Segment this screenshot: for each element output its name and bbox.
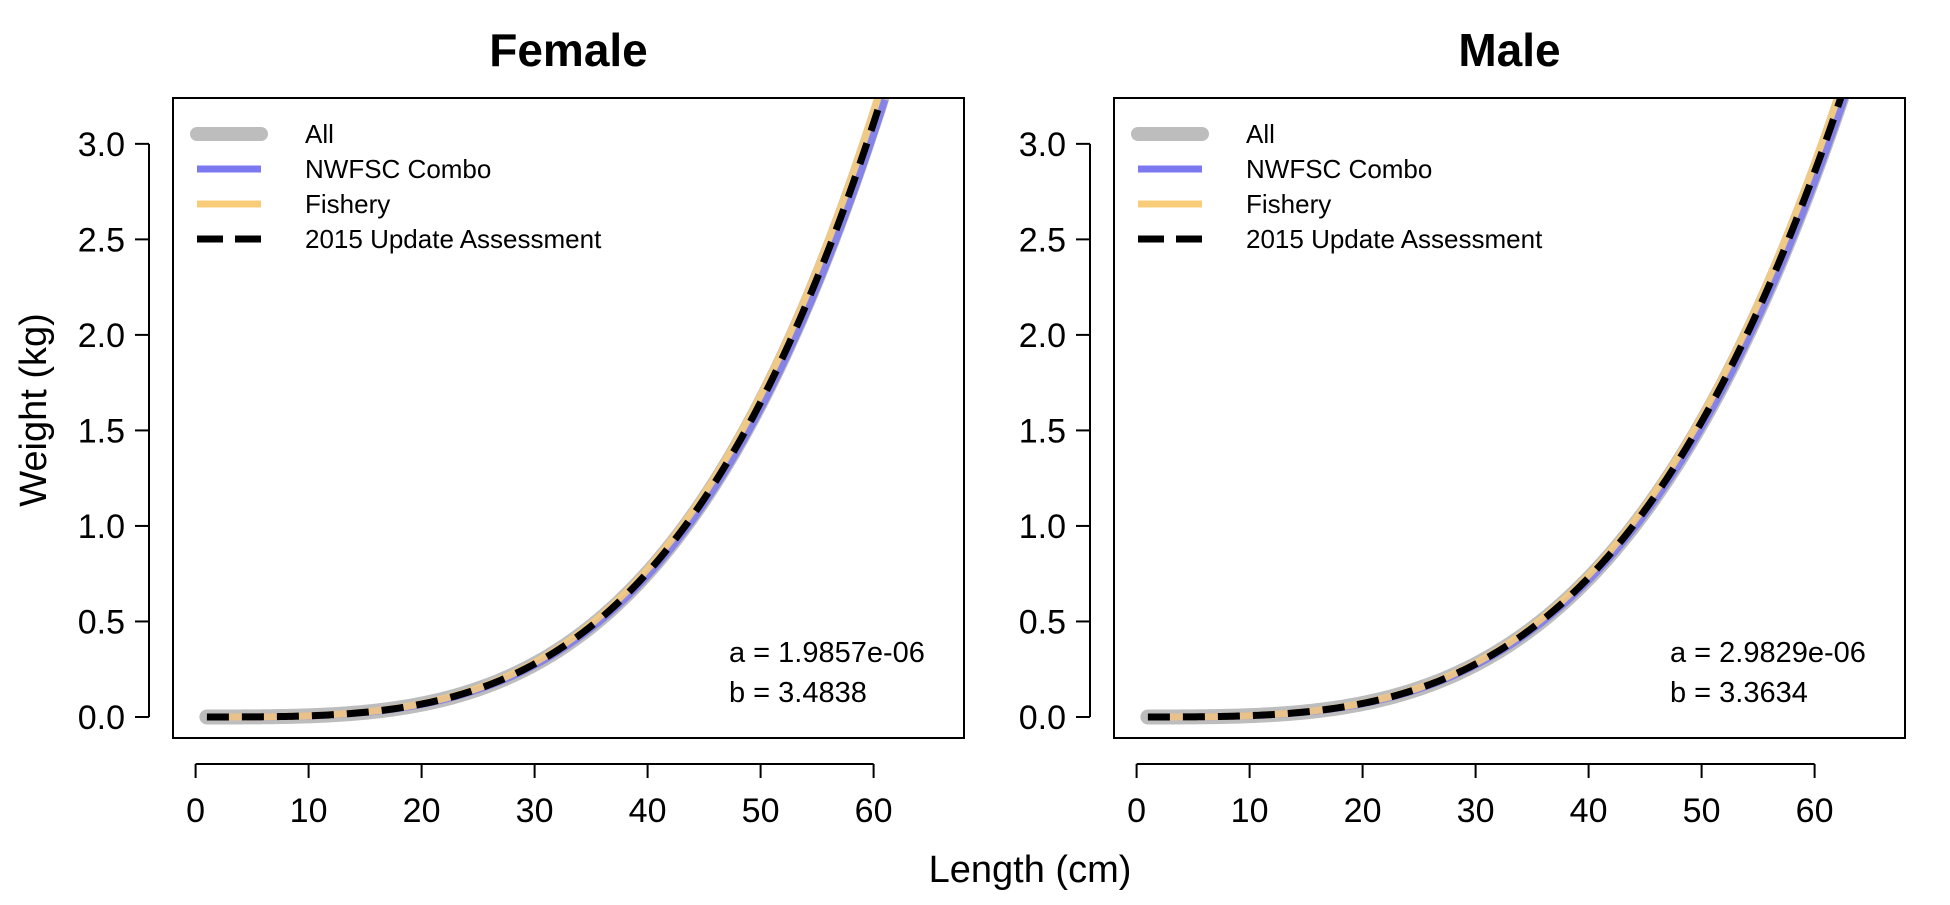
y-tick-label: 2.5 (1019, 221, 1066, 259)
x-tick-label: 0 (186, 792, 205, 830)
x-tick-label: 60 (1796, 792, 1834, 830)
param-b-label: b = 3.4838 (729, 677, 867, 709)
y-axis: 0.0 0.5 1.0 1.5 2.0 2.5 3.0 (78, 126, 150, 737)
series-line-2015-update-assessment (206, 98, 886, 721)
parameter-annotations: a = 2.9829e-06 b = 3.3634 (1670, 637, 1866, 709)
param-b-label: b = 3.3634 (1670, 677, 1808, 709)
panel-female: Female 0 10 20 30 40 50 60 0.0 0.5 1.0 1.5 2.0 2.5 3.0… (78, 24, 965, 830)
y-tick-label: 2.0 (1019, 317, 1066, 355)
y-tick-label: 2.0 (78, 317, 125, 355)
y-tick-label: 3.0 (78, 126, 125, 164)
x-tick-label: 0 (1127, 792, 1146, 830)
x-axis: 0 10 20 30 40 50 60 (186, 763, 893, 830)
legend-label: All (1246, 119, 1275, 149)
y-tick-label: 3.0 (1019, 126, 1066, 164)
x-tick-label: 30 (1457, 792, 1495, 830)
x-tick-label: 60 (855, 792, 893, 830)
x-tick-label: 50 (742, 792, 780, 830)
legend-label: NWFSC Combo (305, 154, 491, 184)
legend-label: 2015 Update Assessment (305, 224, 602, 254)
legend-label: NWFSC Combo (1246, 154, 1432, 184)
x-tick-label: 40 (1570, 792, 1608, 830)
series-group (199, 98, 890, 725)
panel-title: Female (489, 24, 648, 76)
y-axis-label: Weight (kg) (13, 313, 55, 507)
x-tick-label: 10 (290, 792, 328, 830)
series-group (1140, 98, 1850, 725)
x-tick-label: 20 (403, 792, 441, 830)
x-tick-label: 10 (1231, 792, 1269, 830)
y-tick-label: 0.5 (78, 603, 125, 641)
panels-layer: Female 0 10 20 30 40 50 60 0.0 0.5 1.0 1.5 2.0 2.5 3.0… (78, 24, 1906, 830)
panel-title: Male (1458, 24, 1560, 76)
param-a-label: a = 1.9857e-06 (729, 637, 925, 669)
y-tick-label: 1.0 (1019, 508, 1066, 546)
x-tick-label: 40 (629, 792, 667, 830)
x-tick-label: 20 (1344, 792, 1382, 830)
y-tick-label: 0.0 (78, 699, 125, 737)
legend: All NWFSC Combo Fishery 2015 Update Assessm… (1131, 119, 1543, 254)
series-line-2015-update-assessment (1147, 98, 1845, 721)
y-axis: 0.0 0.5 1.0 1.5 2.0 2.5 3.0 (1019, 126, 1091, 737)
panel-male: Male 0 10 20 30 40 50 60 0.0 0.5 1.0 1.5 2.0 2.5 3.0 Al… (1019, 24, 1906, 830)
y-tick-label: 1.0 (78, 508, 125, 546)
legend-label: All (305, 119, 334, 149)
parameter-annotations: a = 1.9857e-06 b = 3.4838 (729, 637, 925, 709)
x-axis-label: Length (cm) (929, 849, 1132, 891)
y-tick-label: 0.0 (1019, 699, 1066, 737)
y-tick-label: 2.5 (78, 221, 125, 259)
legend-label: Fishery (305, 189, 390, 219)
y-tick-label: 0.5 (1019, 603, 1066, 641)
y-tick-label: 1.5 (78, 412, 125, 450)
plot-frame (172, 97, 965, 739)
x-tick-label: 50 (1683, 792, 1721, 830)
legend: All NWFSC Combo Fishery 2015 Update Assessm… (190, 119, 602, 254)
legend-label: 2015 Update Assessment (1246, 224, 1543, 254)
y-tick-label: 1.5 (1019, 412, 1066, 450)
x-tick-label: 30 (516, 792, 554, 830)
legend-label: Fishery (1246, 189, 1331, 219)
plot-frame (1113, 97, 1906, 739)
x-axis: 0 10 20 30 40 50 60 (1127, 763, 1834, 830)
param-a-label: a = 2.9829e-06 (1670, 637, 1866, 669)
